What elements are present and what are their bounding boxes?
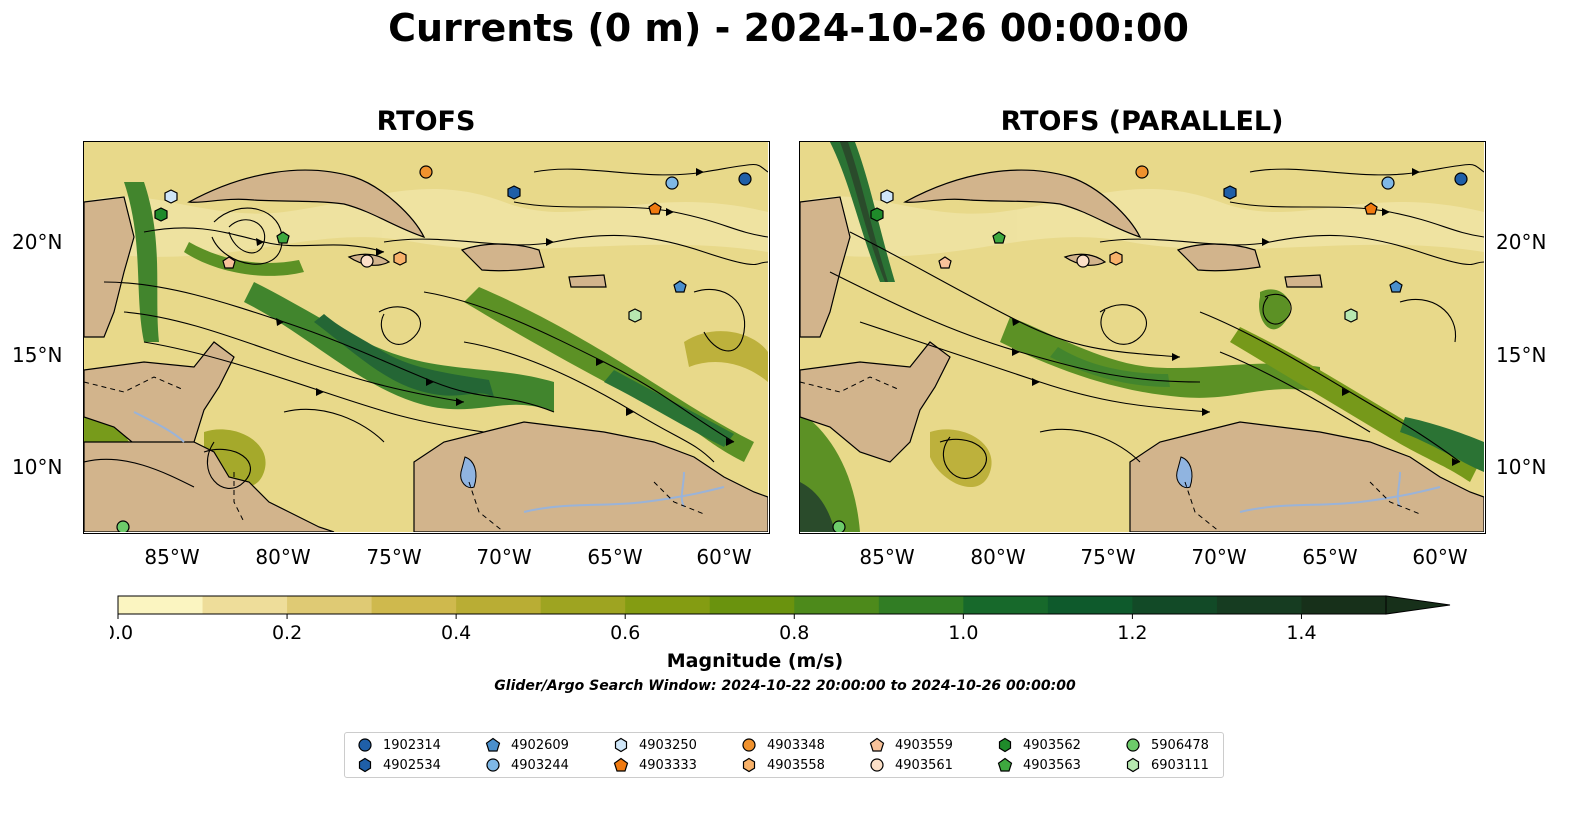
colorbar-label: Magnitude (m/s) xyxy=(666,650,844,672)
legend-label: 4903244 xyxy=(511,757,569,773)
colorbar-tick-label: 0.0 xyxy=(110,622,133,644)
lon-tick-label-left: 80°W xyxy=(255,545,311,569)
map-rtofs-parallel-canvas xyxy=(800,142,1484,532)
legend-item-6903111: 6903111 xyxy=(1125,756,1209,774)
legend-item-4903558: 4903558 xyxy=(741,756,825,774)
legend-label: 1902314 xyxy=(383,737,441,753)
colorbar-segment xyxy=(540,596,626,614)
search-window-note: Glider/Argo Search Window: 2024-10-22 20… xyxy=(494,678,1076,694)
lon-tick-label-left: 60°W xyxy=(696,545,752,569)
legend-item-4903563: 4903563 xyxy=(997,756,1081,774)
figure-title: Currents (0 m) - 2024-10-26 00:00:00 xyxy=(388,6,1189,50)
map-rtofs-parallel[interactable] xyxy=(799,141,1486,534)
lon-tick-label-right: 85°W xyxy=(859,545,915,569)
legend-label: 4903333 xyxy=(639,757,697,773)
colorbar-segment xyxy=(287,596,373,614)
map-rtofs-canvas xyxy=(84,142,768,532)
lat-tick-label-right: 15°N xyxy=(1496,343,1547,367)
colorbar-segment xyxy=(963,596,1049,614)
colorbar-segment xyxy=(202,596,288,614)
panel-title-rtofs-parallel: RTOFS (PARALLEL) xyxy=(1000,106,1284,137)
colorbar: 0.0 0.2 0.4 0.6 0.8 1.0 1.2 1.4 xyxy=(110,595,1451,644)
colorbar-segment xyxy=(878,596,964,614)
lon-tick-label-left: 75°W xyxy=(366,545,422,569)
colorbar-segment xyxy=(1301,596,1387,614)
map-rtofs[interactable] xyxy=(83,141,770,534)
panel-title-rtofs: RTOFS xyxy=(376,106,476,137)
legend-item-4903333: 4903333 xyxy=(613,756,697,774)
colorbar-segment xyxy=(709,596,795,614)
legend-item-4903348: 4903348 xyxy=(741,736,825,754)
legend-label: 4903348 xyxy=(767,737,825,753)
legend-item-4903559: 4903559 xyxy=(869,736,953,754)
pentagon-marker-icon xyxy=(997,757,1013,772)
colorbar-tick-label: 0.2 xyxy=(272,622,302,644)
hexagon-marker-icon xyxy=(614,737,628,753)
legend-label: 4903562 xyxy=(1023,737,1081,753)
lon-tick-label-left: 85°W xyxy=(144,545,200,569)
lon-tick-label-left: 70°W xyxy=(476,545,532,569)
colorbar-tick-label: 0.4 xyxy=(441,622,471,644)
legend-label: 4903558 xyxy=(767,757,825,773)
legend: 1902314 4902534 4902609 4903244 4903250 49033… xyxy=(344,732,1224,778)
legend-item-4902609: 4902609 xyxy=(485,736,569,754)
colorbar-segment xyxy=(625,596,711,614)
legend-label: 4902534 xyxy=(383,757,441,773)
circle-marker-icon xyxy=(742,738,756,752)
colorbar-segment xyxy=(1047,596,1133,614)
colorbar-tick-label: 1.4 xyxy=(1286,622,1316,644)
lon-tick-label-right: 60°W xyxy=(1412,545,1468,569)
lon-tick-label-right: 70°W xyxy=(1191,545,1247,569)
legend-item-4903250: 4903250 xyxy=(613,736,697,754)
legend-label: 5906478 xyxy=(1151,737,1209,753)
colorbar-segment xyxy=(118,596,204,614)
colorbar-segment xyxy=(794,596,880,614)
circle-marker-icon xyxy=(1126,738,1140,752)
legend-item-4903244: 4903244 xyxy=(485,756,569,774)
colorbar-segment xyxy=(1132,596,1218,614)
legend-label: 4903561 xyxy=(895,757,953,773)
lon-tick-label-right: 75°W xyxy=(1080,545,1136,569)
legend-item-4902534: 4902534 xyxy=(357,756,441,774)
lat-tick-label-left: 10°N xyxy=(12,455,63,479)
colorbar-extend-arrow xyxy=(1385,595,1451,615)
colorbar-tick-label: 1.0 xyxy=(948,622,978,644)
legend-item-4903561: 4903561 xyxy=(869,756,953,774)
legend-item-5906478: 5906478 xyxy=(1125,736,1209,754)
hexagon-marker-icon xyxy=(742,757,756,773)
hexagon-marker-icon xyxy=(358,757,372,773)
lat-tick-label-left: 15°N xyxy=(12,343,63,367)
pentagon-marker-icon xyxy=(485,737,501,752)
colorbar-segment xyxy=(371,596,457,614)
hexagon-marker-icon xyxy=(1126,757,1140,773)
pentagon-marker-icon xyxy=(613,757,629,772)
lat-tick-label-left: 20°N xyxy=(12,230,63,254)
pentagon-marker-icon xyxy=(869,737,885,752)
lat-tick-label-right: 20°N xyxy=(1496,230,1547,254)
legend-label: 6903111 xyxy=(1151,757,1209,773)
circle-marker-icon xyxy=(486,758,500,772)
lon-tick-label-right: 65°W xyxy=(1302,545,1358,569)
lon-tick-label-right: 80°W xyxy=(970,545,1026,569)
legend-label: 4903559 xyxy=(895,737,953,753)
hexagon-marker-icon xyxy=(998,737,1012,753)
colorbar-segments xyxy=(118,596,1387,614)
lat-tick-label-right: 10°N xyxy=(1496,455,1547,479)
colorbar-segment xyxy=(1216,596,1302,614)
circle-marker-icon xyxy=(358,738,372,752)
colorbar-tick-label: 0.6 xyxy=(610,622,640,644)
circle-marker-icon xyxy=(870,758,884,772)
colorbar-tick-label: 1.2 xyxy=(1117,622,1147,644)
legend-label: 4902609 xyxy=(511,737,569,753)
colorbar-tick-label: 0.8 xyxy=(779,622,809,644)
legend-item-1902314: 1902314 xyxy=(357,736,441,754)
colorbar-segment xyxy=(456,596,542,614)
legend-item-4903562: 4903562 xyxy=(997,736,1081,754)
legend-label: 4903563 xyxy=(1023,757,1081,773)
legend-label: 4903250 xyxy=(639,737,697,753)
lon-tick-label-left: 65°W xyxy=(587,545,643,569)
